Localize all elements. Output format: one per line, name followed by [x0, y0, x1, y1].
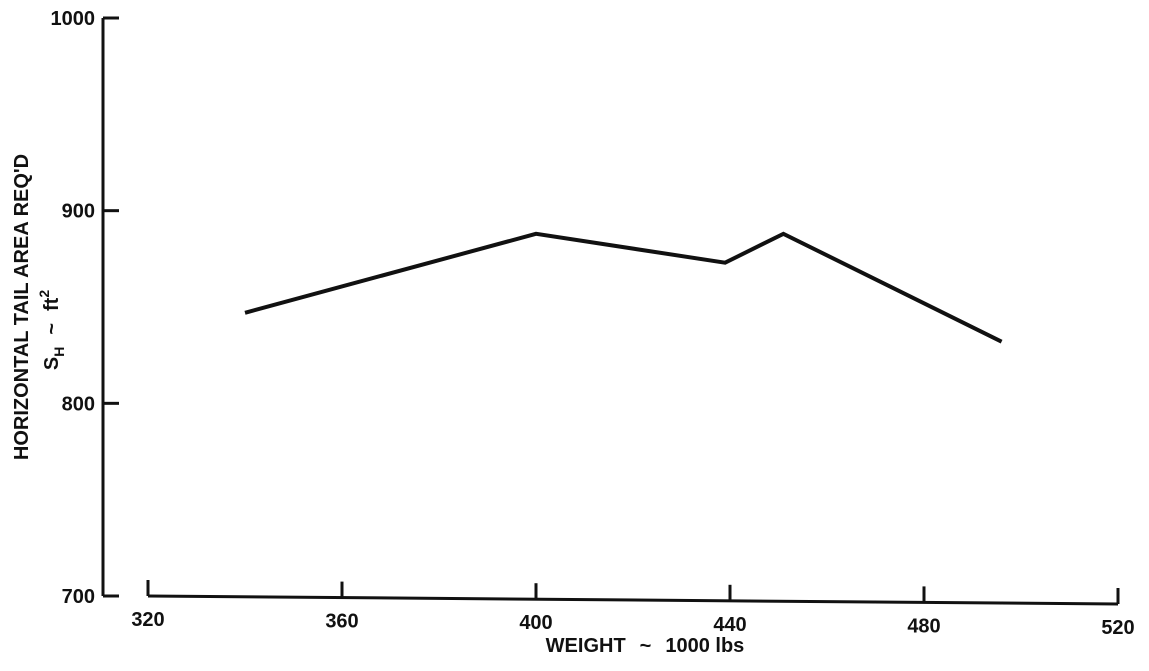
y-axis-tilde: ~	[41, 323, 63, 335]
x-axis-title: WEIGHT ~1000 lbs	[546, 635, 745, 657]
y-axis-symbol-subscript: H	[51, 347, 67, 357]
x-ticks: 320 360 400 440 480 520	[131, 580, 1135, 639]
x-axis-title-unit: 1000 lbs	[665, 635, 744, 657]
x-tick-label: 440	[713, 614, 746, 636]
x-axis-title-weight: WEIGHT	[546, 635, 626, 657]
x-tick-label: 400	[519, 612, 552, 634]
y-tick-label: 700	[62, 586, 95, 608]
y-axis-title: HORIZONTAL TAIL AREA REQ'D	[11, 154, 33, 460]
x-tick-label: 520	[1101, 617, 1134, 639]
axes	[101, 18, 1119, 606]
x-axis-title-tilde: ~	[640, 635, 652, 657]
y-axis-unit: SH ~ ft2	[36, 290, 67, 370]
y-axis-unit-exponent: 2	[36, 290, 52, 298]
svg-text:SH~ft2: SH ~ ft2	[36, 290, 67, 370]
y-axis-unit-text: ft	[41, 297, 63, 311]
x-tick-label: 480	[907, 615, 940, 637]
series-layer	[244, 231, 1003, 344]
x-tick-label: 360	[325, 611, 358, 633]
y-ticks: 700 800 900 1000	[51, 8, 119, 608]
y-axis-symbol: S	[41, 357, 63, 370]
y-tick-label: 1000	[51, 8, 96, 30]
y-tick-label: 800	[62, 393, 95, 415]
x-axis-line	[147, 594, 1119, 606]
x-tick-label: 320	[131, 609, 164, 631]
y-tick-label: 900	[62, 201, 95, 223]
y-axis-title-line1: HORIZONTAL TAIL AREA REQ'D	[11, 154, 33, 460]
series-line	[244, 231, 1003, 344]
